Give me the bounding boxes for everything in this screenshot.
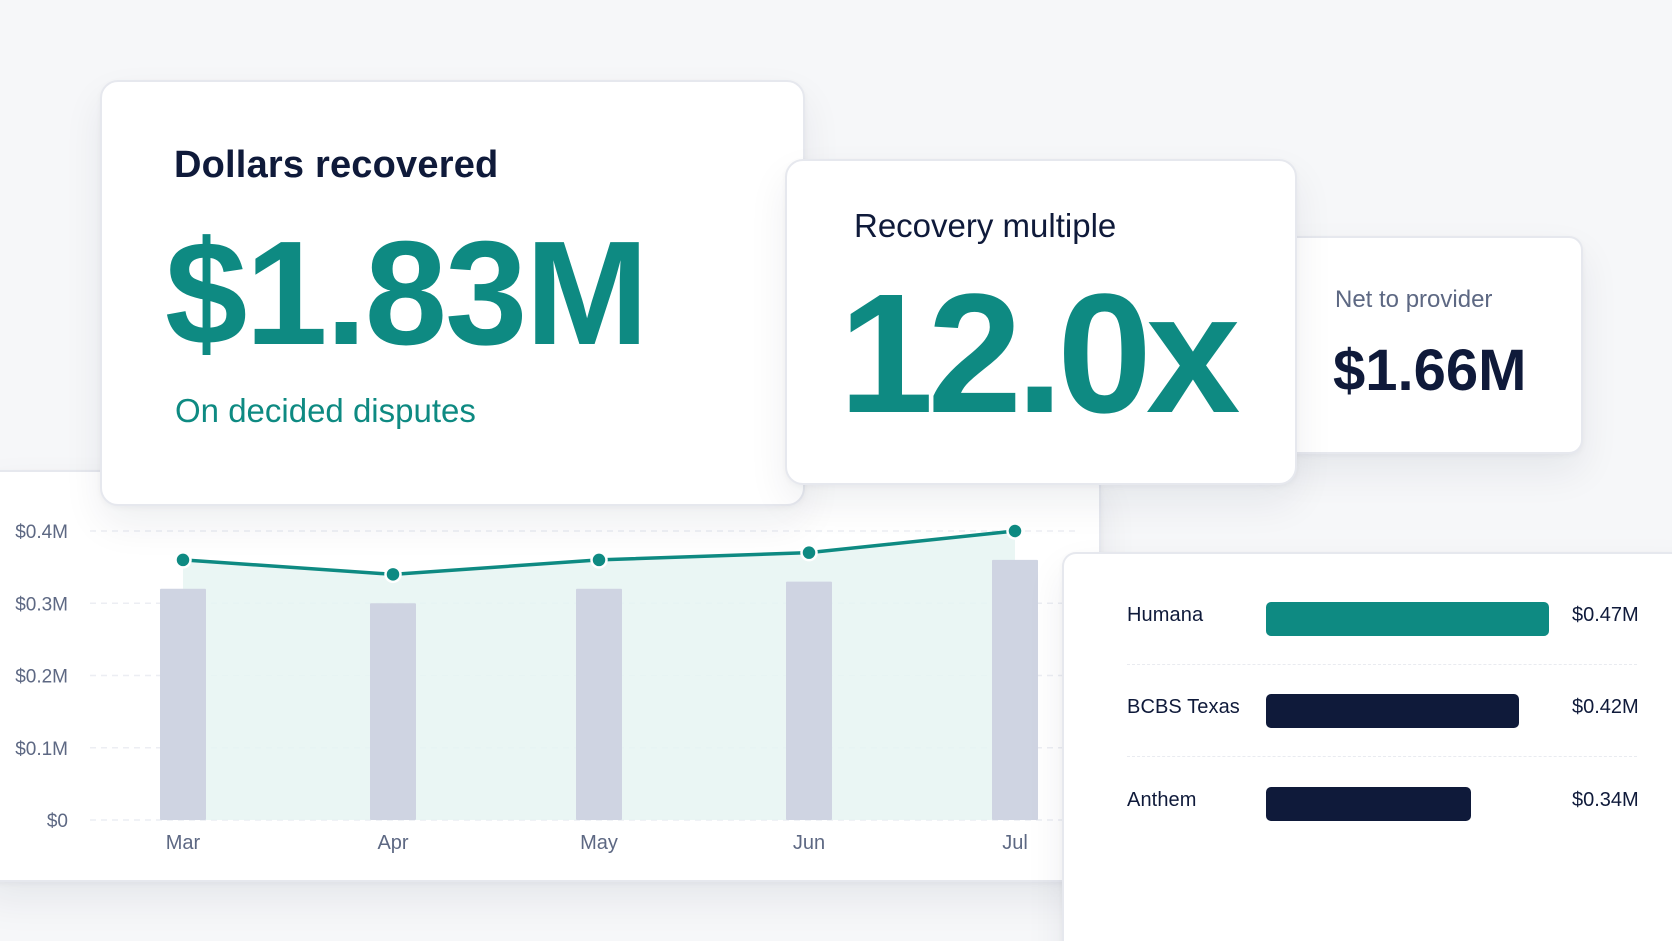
point-jul: [1006, 522, 1024, 540]
point-mar: [174, 551, 192, 569]
recovery-multiple-title: Recovery multiple: [854, 207, 1117, 244]
y-tick-label: $0.3M: [15, 594, 68, 615]
bar-jun: [786, 581, 832, 820]
payer-row[interactable]: BCBS Texas $0.42M: [1127, 690, 1667, 730]
dollars-recovered-title: Dollars recovered: [174, 144, 499, 186]
payer-row[interactable]: Humana $0.47M: [1127, 598, 1667, 638]
dollars-recovered-card[interactable]: Dollars recovered $1.83M On decided disp…: [100, 80, 805, 506]
x-tick-label: Jul: [1002, 832, 1028, 854]
payer-value: $0.34M: [1572, 789, 1639, 811]
payer-bar: [1266, 787, 1471, 821]
x-tick-label: Mar: [166, 832, 201, 854]
x-tick-label: May: [580, 832, 618, 854]
recovery-multiple-card[interactable]: Recovery multiple 12.0x: [785, 159, 1297, 485]
y-tick-label: $0.2M: [15, 667, 68, 688]
point-jun: [800, 543, 818, 562]
y-tick-label: $0: [47, 811, 68, 832]
x-tick-label: Apr: [377, 832, 408, 854]
dollars-recovered-subtitle: On decided disputes: [175, 392, 476, 429]
payer-name: BCBS Texas: [1127, 696, 1240, 718]
net-to-provider-value: $1.66M: [1333, 338, 1527, 403]
payer-value: $0.47M: [1572, 604, 1639, 626]
payer-bar: [1266, 602, 1549, 636]
y-tick-label: $0.1M: [15, 739, 68, 760]
net-to-provider-title: Net to provider: [1335, 286, 1493, 313]
net-to-provider-card[interactable]: Net to provider $1.66M: [1271, 236, 1583, 454]
payer-name: Anthem: [1127, 789, 1197, 811]
bar-mar: [160, 588, 206, 820]
recovery-multiple-value: 12.0x: [839, 259, 1240, 449]
payer-divider: [1127, 664, 1637, 665]
point-apr: [384, 565, 402, 584]
payer-row[interactable]: Anthem $0.34M: [1127, 783, 1667, 823]
payer-value: $0.42M: [1572, 696, 1639, 718]
bar-apr: [370, 603, 416, 820]
x-tick-label: Jun: [793, 832, 825, 854]
y-tick-label: $0.4M: [15, 522, 68, 543]
bar-may: [576, 588, 622, 820]
point-may: [590, 551, 608, 569]
payer-divider: [1127, 756, 1637, 757]
bar-jul: [992, 559, 1038, 820]
dollars-recovered-value: $1.83M: [165, 211, 649, 376]
payer-name: Humana: [1127, 604, 1204, 626]
payer-bar: [1266, 694, 1519, 728]
